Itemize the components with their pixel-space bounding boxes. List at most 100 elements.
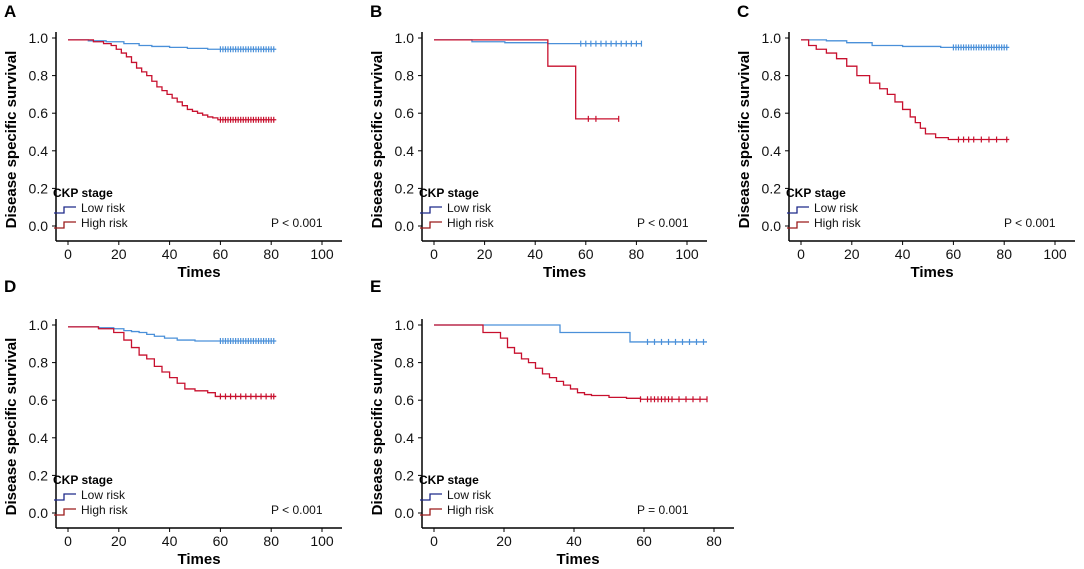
x-tick-label: 80	[629, 246, 645, 262]
legend-label: High risk	[814, 216, 862, 230]
y-tick-label: 0.8	[29, 355, 49, 371]
y-tick-label: 0.2	[395, 467, 415, 483]
x-tick-label: 60	[213, 246, 229, 262]
low-risk-legend-icon	[787, 206, 809, 214]
low-risk-curve	[68, 39, 277, 50]
y-tick-label: 1.0	[29, 317, 49, 333]
low-risk-legend-icon	[420, 206, 442, 214]
p-value: P < 0.001	[271, 503, 323, 517]
x-tick-label: 0	[430, 246, 438, 262]
x-tick-label: 20	[496, 533, 512, 549]
y-axis-title: Disease specific survival	[3, 51, 20, 229]
x-tick-label: 0	[64, 533, 72, 549]
y-tick-label: 0.0	[762, 218, 782, 234]
high-risk-legend-icon	[420, 221, 442, 229]
y-tick-label: 0.8	[395, 68, 415, 84]
y-tick-label: 0.4	[395, 143, 415, 159]
y-tick-label: 0.0	[29, 505, 49, 521]
low-risk-curve	[434, 324, 707, 343]
low-risk-legend-icon	[54, 206, 76, 214]
legend-title: CKP stage	[419, 186, 479, 200]
y-tick-label: 1.0	[762, 30, 782, 46]
panel-letter: A	[4, 2, 16, 21]
x-tick-label: 40	[566, 533, 582, 549]
y-tick-label: 0.6	[762, 105, 782, 121]
low-risk-legend-icon	[420, 493, 442, 501]
x-axis-title: Times	[177, 551, 220, 568]
y-axis-title: Disease specific survival	[3, 338, 20, 516]
high-risk-curve	[434, 324, 707, 400]
panel-c: C 0 20 40 60 80 100 0.0 0.2 0.4 0.6 0.8 1.0 Times Dise…	[736, 2, 1075, 281]
x-axis-title: Times	[543, 264, 586, 281]
x-tick-label: 60	[636, 533, 652, 549]
x-tick-label: 80	[996, 246, 1012, 262]
x-axis-title: Times	[177, 264, 220, 281]
legend-label: High risk	[81, 216, 129, 230]
legend-label: Low risk	[814, 201, 859, 215]
panel-letter: C	[737, 2, 749, 21]
x-tick-label: 40	[527, 246, 543, 262]
y-tick-label: 0.8	[395, 355, 415, 371]
high-risk-curve	[434, 39, 619, 120]
legend-label: High risk	[81, 503, 129, 517]
y-tick-label: 1.0	[395, 30, 415, 46]
x-axis-title: Times	[910, 264, 953, 281]
x-tick-label: 60	[946, 246, 962, 262]
y-tick-label: 0.2	[395, 180, 415, 196]
x-tick-label: 20	[111, 246, 127, 262]
panel-letter: E	[370, 277, 381, 296]
x-tick-label: 80	[263, 246, 279, 262]
y-tick-label: 0.2	[29, 180, 49, 196]
high-risk-curve	[68, 39, 277, 121]
y-tick-label: 0.2	[29, 467, 49, 483]
y-tick-label: 0.4	[762, 143, 782, 159]
x-tick-label: 100	[310, 533, 334, 549]
x-tick-label: 40	[895, 246, 911, 262]
y-tick-label: 0.8	[762, 68, 782, 84]
x-tick-label: 20	[477, 246, 493, 262]
panel-letter: D	[4, 277, 16, 296]
y-tick-label: 0.6	[29, 105, 49, 121]
legend-label: High risk	[447, 216, 495, 230]
high-risk-legend-icon	[54, 508, 76, 516]
y-tick-label: 0.2	[762, 180, 782, 196]
p-value: P < 0.001	[271, 216, 323, 230]
low-risk-legend-icon	[54, 493, 76, 501]
panel-e: E 0 20 40 60 80 0.0 0.2 0.4 0.6 0.8 1.0 Times Disease…	[369, 277, 734, 568]
y-tick-label: 0.4	[29, 143, 49, 159]
x-tick-label: 0	[797, 246, 805, 262]
high-risk-legend-icon	[54, 221, 76, 229]
x-axis-title: Times	[556, 551, 599, 568]
panel-letter: B	[370, 2, 382, 21]
low-risk-curve	[801, 39, 1010, 49]
legend-label: Low risk	[447, 488, 492, 502]
y-tick-label: 0.6	[395, 392, 415, 408]
y-axis-title: Disease specific survival	[369, 338, 386, 516]
x-tick-label: 40	[162, 533, 178, 549]
y-tick-label: 0.0	[29, 218, 49, 234]
legend-title: CKP stage	[53, 186, 113, 200]
x-tick-label: 40	[162, 246, 178, 262]
y-tick-label: 1.0	[395, 317, 415, 333]
y-tick-label: 0.8	[29, 68, 49, 84]
legend-title: CKP stage	[786, 186, 846, 200]
legend-label: Low risk	[81, 488, 126, 502]
legend-title: CKP stage	[419, 473, 479, 487]
panel-d: D 0 20 40 60 80 100 0.0 0.2 0.4 0.6 0.8 1.0 Times Dise…	[3, 277, 342, 568]
y-axis-title: Disease specific survival	[369, 51, 386, 229]
x-tick-label: 60	[213, 533, 229, 549]
high-risk-legend-icon	[420, 508, 442, 516]
x-tick-label: 20	[844, 246, 860, 262]
y-tick-label: 0.4	[29, 430, 49, 446]
legend-label: Low risk	[447, 201, 492, 215]
x-tick-label: 80	[263, 533, 279, 549]
x-tick-label: 0	[430, 533, 438, 549]
x-tick-label: 0	[64, 246, 72, 262]
y-axis-title: Disease specific survival	[736, 51, 753, 229]
x-tick-label: 100	[1043, 246, 1067, 262]
y-tick-label: 0.0	[395, 218, 415, 234]
x-tick-label: 100	[310, 246, 334, 262]
x-tick-label: 80	[706, 533, 722, 549]
panel-b: B 0 20 40 60 80 100 0.0 0.2 0.4 0.6 0.8 1.0 Times Dise…	[369, 2, 707, 281]
